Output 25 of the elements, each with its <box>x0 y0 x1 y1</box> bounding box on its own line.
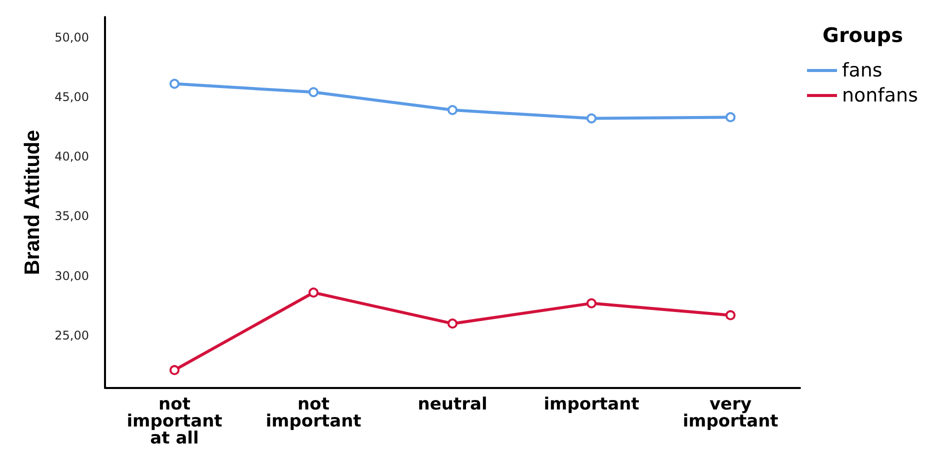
y-tick-label: 30,00 <box>54 268 89 283</box>
legend-label: fans <box>842 60 882 82</box>
x-tick-label: not important <box>266 394 362 432</box>
point <box>586 113 596 124</box>
legend-title: Groups <box>822 23 904 47</box>
legend-label: nonfans <box>842 84 918 106</box>
x-tick-label: not important at all <box>126 394 222 448</box>
point <box>726 112 736 122</box>
point <box>308 87 318 98</box>
x-tick-label: neutral <box>418 394 488 414</box>
y-tick-label: 50,00 <box>54 30 89 44</box>
point <box>308 288 318 298</box>
point <box>726 310 736 320</box>
y-tick-label: 35,00 <box>54 209 89 224</box>
y-tick-label: 25,00 <box>54 328 89 343</box>
point <box>448 105 458 116</box>
x-tick-label: important <box>544 394 640 414</box>
point <box>170 365 180 376</box>
point <box>170 78 180 89</box>
x-tick-label: very important <box>682 394 778 432</box>
y-tick-label: 45,00 <box>54 90 89 104</box>
point <box>448 318 458 329</box>
point <box>586 298 596 308</box>
y-tick-label: 40,00 <box>54 150 89 164</box>
y-axis-title: Brand Attitude <box>21 130 44 276</box>
